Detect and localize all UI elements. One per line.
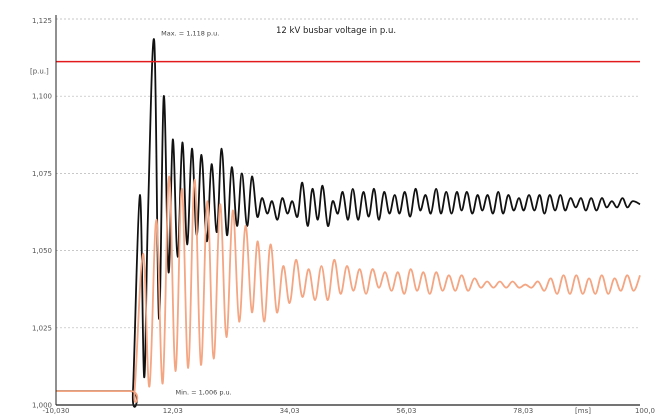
x-tick-label: 34,03 [280, 407, 300, 415]
x-tick-label: 100,0 [635, 407, 655, 415]
series-line-2 [56, 175, 641, 403]
x-tick-label: 56,03 [396, 407, 416, 415]
series-layer [56, 38, 641, 408]
y-tick-label: 1,050 [32, 247, 52, 255]
max-annotation: Max. = 1,118 p.u. [161, 30, 219, 38]
x-unit-label: [ms] [575, 407, 591, 415]
y-tick-label: 1,100 [32, 93, 52, 101]
series-line-1 [56, 38, 641, 408]
x-tick-label: 12,03 [163, 407, 183, 415]
x-tick-label: -10,030 [42, 407, 69, 415]
chart-title: 12 kV busbar voltage in p.u. [276, 26, 396, 36]
y-tick-label: 1,025 [32, 324, 52, 332]
x-tick-label: 78,03 [513, 407, 533, 415]
min-annotation: Min. = 1,006 p.u. [175, 388, 231, 396]
y-tick-label: 1,000 [32, 402, 52, 410]
labels: 1,000 1,025 1,050 1,075 1,100 1,125 [p.u.] -10,… [30, 17, 655, 415]
grid [56, 18, 640, 329]
y-unit-label: [p.u.] [30, 68, 49, 76]
axes [55, 15, 640, 406]
y-tick-label: 1,125 [32, 17, 52, 25]
y-tick-label: 1,075 [32, 170, 52, 178]
